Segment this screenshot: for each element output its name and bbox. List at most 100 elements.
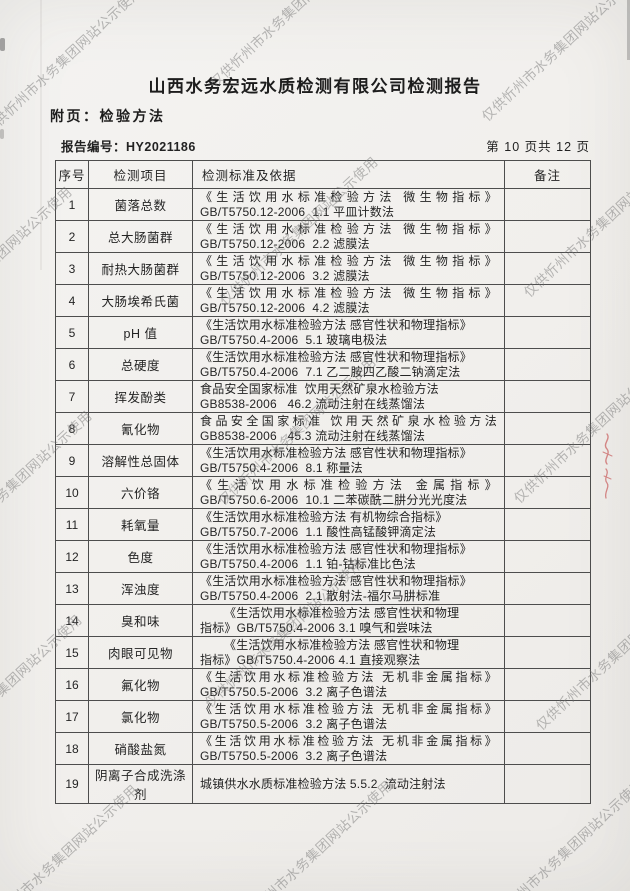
cell-standard-basis: 《生活饮用水标准检验方法 微生物指标》 GB/T5750.12-2006 1.1 … — [192, 188, 505, 221]
cell-remark — [504, 348, 591, 381]
standard-text-line: GB/T5750.4-2006 2.1 散射法-福尔马肼标准 — [200, 588, 441, 603]
cell-test-item: 挥发酚类 — [88, 380, 193, 413]
page-indicator: 第 10 页共 12 页 — [486, 140, 590, 154]
cell-serial-number: 2 — [55, 220, 89, 253]
cell-serial-number: 12 — [55, 540, 89, 573]
table-row: 19 阴离子合成洗涤剂 城镇供水水质标准检验方法 5.5.2 流动注射法 — [55, 764, 591, 804]
standard-text-line: 《生活饮用水标准检验方法 感官性状和物理指标》 — [200, 446, 472, 460]
cell-remark — [504, 444, 591, 477]
standard-text-line: 《生活饮用水标准检验方法 微生物指标》 — [200, 286, 497, 300]
cell-test-item: 大肠埃希氏菌 — [88, 284, 193, 317]
cell-standard-basis: 《生活饮用水标准检验方法 感官性状和物理指标》 GB/T5750.4-2006 7… — [192, 348, 505, 381]
standard-text-line: 《生活饮用水标准检验方法 无机非金属指标》 — [200, 670, 497, 684]
cell-remark — [504, 540, 591, 573]
cell-remark — [504, 604, 591, 637]
standard-text-line: 《生活饮用水标准检验方法 感官性状和物理 — [224, 606, 460, 620]
standard-text-line: GB8538-2006 46.2 流动注射在线蒸馏法 — [200, 396, 426, 411]
column-header-standard: 检测标准及依据 — [192, 160, 505, 189]
standard-text-line: 《生活饮用水标准检验方法 感官性状和物理指标》 — [200, 318, 472, 332]
cell-standard-basis: 《生活饮用水标准检验方法 微生物指标》 GB/T5750.12-2006 2.2 … — [192, 220, 505, 253]
standard-text-line: 指标》GB/T5750.4-2006 4.1 直接观察法 — [200, 652, 421, 667]
cell-test-item: pH 值 — [88, 316, 193, 349]
cell-remark — [504, 732, 591, 765]
cell-test-item: 浑浊度 — [88, 572, 193, 605]
table-row: 7 挥发酚类 食品安全国家标准 饮用天然矿泉水检验方法 GB8538-2006 46.… — [55, 380, 591, 413]
cell-test-item: 氯化物 — [88, 700, 193, 733]
cell-test-item: 氟化物 — [88, 668, 193, 701]
cell-remark — [504, 572, 591, 605]
cell-standard-basis: 《生活饮用水标准检验方法 微生物指标》 GB/T5750.12-2006 3.2 … — [192, 252, 505, 285]
cell-serial-number: 18 — [55, 732, 89, 765]
cell-remark — [504, 412, 591, 445]
standard-text-line: 《生活饮用水标准检验方法 无机非金属指标》 — [200, 734, 497, 748]
cell-standard-basis: 食品安全国家标准 饮用天然矿泉水检验方法 GB8538-2006 45.3 流动注… — [192, 412, 505, 445]
cell-serial-number: 9 — [55, 444, 89, 477]
cell-remark — [504, 316, 591, 349]
cell-remark — [504, 476, 591, 509]
cell-standard-basis: 食品安全国家标准 饮用天然矿泉水检验方法 GB8538-2006 46.2 流动注… — [192, 380, 505, 413]
cell-test-item: 耐热大肠菌群 — [88, 252, 193, 285]
table-row: 17 氯化物 《生活饮用水标准检验方法 无机非金属指标》 GB/T5750.5-200… — [55, 700, 591, 733]
cell-serial-number: 19 — [55, 764, 89, 804]
table-header-row: 序号 检测项目 检测标准及依据 备注 — [55, 160, 591, 189]
cell-standard-basis: 《生活饮用水标准检验方法 感官性状和物理指标》 GB/T5750.4-2006 8… — [192, 444, 505, 477]
standard-text-line: 《生活饮用水标准检验方法 无机非金属指标》 — [200, 702, 497, 716]
cell-test-item: 溶解性总固体 — [88, 444, 193, 477]
standard-text-line: GB/T5750.5-2006 3.2 离子色谱法 — [200, 748, 388, 763]
table-row: 14 臭和味 《生活饮用水标准检验方法 感官性状和物理 指标》GB/T5750.4-2… — [55, 604, 591, 637]
cell-serial-number: 5 — [55, 316, 89, 349]
standard-text-line: 《生活饮用水标准检验方法 感官性状和物理 — [224, 638, 460, 652]
cell-standard-basis: 《生活饮用水标准检验方法 金属指标》 GB/T5750.6-2006 10.1 二… — [192, 476, 505, 509]
table-row: 13 浑浊度 《生活饮用水标准检验方法 感官性状和物理指标》 GB/T5750.4-2… — [55, 572, 591, 605]
appendix-label: 附页：检验方法 — [50, 108, 166, 124]
watermark-text: 仅供忻州市水务集团网站公示使用 — [479, 0, 630, 125]
cell-remark — [504, 668, 591, 701]
cell-remark — [504, 188, 591, 221]
red-handwriting-mark-icon — [602, 433, 613, 499]
scan-spot — [0, 38, 5, 51]
table-row: 6 总硬度 《生活饮用水标准检验方法 感官性状和物理指标》 GB/T5750.4-20… — [55, 348, 591, 381]
column-header-remark: 备注 — [504, 160, 591, 189]
table-row: 18 硝酸盐氮 《生活饮用水标准检验方法 无机非金属指标》 GB/T5750.5-20… — [55, 732, 591, 765]
standard-text-line: GB/T5750.12-2006 1.1 平皿计数法 — [200, 204, 395, 219]
cell-test-item: 氰化物 — [88, 412, 193, 445]
cell-serial-number: 16 — [55, 668, 89, 701]
methods-table-body: 1 菌落总数 《生活饮用水标准检验方法 微生物指标》 GB/T5750.12-2006… — [55, 188, 591, 804]
cell-serial-number: 8 — [55, 412, 89, 445]
scan-crease-line — [40, 0, 42, 270]
standard-text-line: 《生活饮用水标准检验方法 感官性状和物理指标》 — [200, 574, 472, 588]
cell-serial-number: 13 — [55, 572, 89, 605]
table-row: 11 耗氧量 《生活饮用水标准检验方法 有机物综合指标》 GB/T5750.7-200… — [55, 508, 591, 541]
standard-text-line: GB/T5750.12-2006 3.2 滤膜法 — [200, 268, 370, 283]
cell-serial-number: 11 — [55, 508, 89, 541]
cell-serial-number: 1 — [55, 188, 89, 221]
cell-test-item: 色度 — [88, 540, 193, 573]
cell-serial-number: 6 — [55, 348, 89, 381]
standard-text-line: 食品安全国家标准 饮用天然矿泉水检验方法 — [200, 414, 497, 428]
cell-test-item: 臭和味 — [88, 604, 193, 637]
cell-remark — [504, 380, 591, 413]
cell-test-item: 菌落总数 — [88, 188, 193, 221]
table-row: 12 色度 《生活饮用水标准检验方法 感官性状和物理指标》 GB/T5750.4-20… — [55, 540, 591, 573]
standard-text-line: GB/T5750.4-2006 1.1 铂-钴标准比色法 — [200, 556, 416, 571]
cell-test-item: 肉眼可见物 — [88, 636, 193, 669]
page-title: 山西水务宏远水质检测有限公司检测报告 — [148, 77, 482, 96]
cell-remark — [504, 284, 591, 317]
cell-remark — [504, 764, 591, 804]
table-row: 9 溶解性总固体 《生活饮用水标准检验方法 感官性状和物理指标》 GB/T5750.4… — [55, 444, 591, 477]
cell-standard-basis: 《生活饮用水标准检验方法 感官性状和物理指标》 GB/T5750.4-2006 2… — [192, 572, 505, 605]
standard-text-line: GB/T5750.4-2006 8.1 称量法 — [200, 460, 363, 475]
table-row: 1 菌落总数 《生活饮用水标准检验方法 微生物指标》 GB/T5750.12-2006… — [55, 188, 591, 221]
cell-test-item: 总硬度 — [88, 348, 193, 381]
cell-serial-number: 7 — [55, 380, 89, 413]
cell-remark — [504, 508, 591, 541]
report-number: 报告编号：HY2021186 — [61, 140, 196, 154]
standard-text-line: 《生活饮用水标准检验方法 金属指标》 — [200, 478, 497, 492]
table-row: 15 肉眼可见物 《生活饮用水标准检验方法 感官性状和物理 指标》GB/T5750.4… — [55, 636, 591, 669]
cell-standard-basis: 《生活饮用水标准检验方法 感官性状和物理 指标》GB/T5750.4-2006 3… — [192, 604, 505, 637]
table-row: 2 总大肠菌群 《生活饮用水标准检验方法 微生物指标》 GB/T5750.12-200… — [55, 220, 591, 253]
test-methods-table: 序号 检测项目 检测标准及依据 备注 1 菌落总数 《生活饮用水标准检验方法 微生物… — [55, 160, 591, 804]
cell-serial-number: 15 — [55, 636, 89, 669]
table-row: 10 六价铬 《生活饮用水标准检验方法 金属指标》 GB/T5750.6-2006 1… — [55, 476, 591, 509]
cell-remark — [504, 700, 591, 733]
